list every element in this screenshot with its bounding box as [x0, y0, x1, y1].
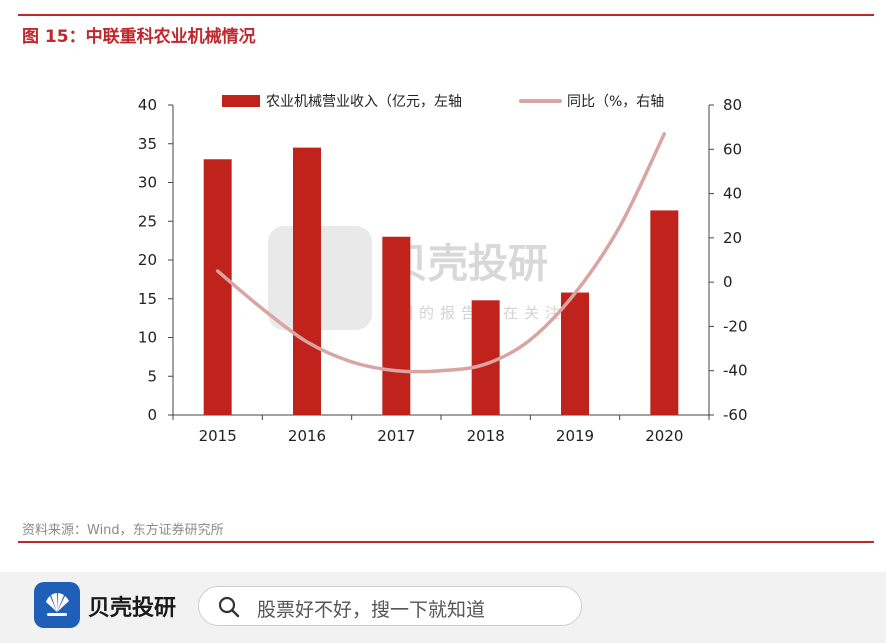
- line-series: [215, 132, 667, 374]
- search-input[interactable]: 股票好不好，搜一下就知道: [198, 586, 582, 626]
- legend-line-label: 同比（%，右轴: [567, 94, 664, 110]
- search-icon[interactable]: [217, 595, 241, 619]
- legend-bar-swatch: [222, 95, 260, 107]
- shell-logo-icon[interactable]: [34, 582, 80, 628]
- left-tick-label: 25: [138, 212, 157, 230]
- left-tick-label: 15: [138, 290, 157, 308]
- watermark-brand: 贝壳投研: [388, 241, 548, 287]
- right-tick-label: 0: [723, 273, 733, 291]
- left-tick-label: 0: [147, 406, 157, 424]
- bar-2020: [650, 210, 679, 415]
- x-tick-label: 2017: [377, 427, 415, 445]
- bar-2015: [203, 159, 232, 415]
- bar-2018: [471, 300, 500, 415]
- right-tick-label: -20: [723, 317, 748, 335]
- right-tick-label: -60: [723, 406, 748, 424]
- left-tick-label: 40: [138, 96, 157, 114]
- left-tick-label: 35: [138, 135, 157, 153]
- bar-series: [203, 147, 679, 415]
- source-note: 资料来源：Wind，东方证券研究所: [22, 523, 224, 538]
- x-tick-label: 2020: [645, 427, 683, 445]
- footer-brand[interactable]: 贝壳投研: [88, 596, 177, 621]
- bar-2016: [293, 147, 321, 415]
- right-tick-label: 80: [723, 96, 742, 114]
- left-tick-label: 20: [138, 251, 157, 269]
- x-tick-label: 2018: [467, 427, 505, 445]
- top-divider: [18, 14, 874, 16]
- x-tick-label: 2016: [288, 427, 326, 445]
- search-placeholder: 股票好不好，搜一下就知道: [257, 599, 486, 621]
- legend: 农业机械营业收入（亿元，左轴 同比（%，右轴: [222, 94, 664, 110]
- yoy-growth-line: [215, 132, 667, 374]
- figure-title: 图 15：中联重科农业机械情况: [22, 27, 256, 47]
- chart-axes: 0 5 10 15 20 25 30 35 40 -60 -40 -20 0 20 40 60 80 2015 20…: [138, 96, 748, 445]
- right-tick-label: -40: [723, 362, 748, 380]
- right-tick-label: 40: [723, 185, 742, 203]
- right-tick-label: 20: [723, 229, 742, 247]
- x-tick-label: 2019: [556, 427, 594, 445]
- left-tick-label: 5: [147, 367, 157, 385]
- footer-bar: 贝壳投研 股票好不好，搜一下就知道: [0, 572, 886, 643]
- legend-bar-label: 农业机械营业收入（亿元，左轴: [266, 94, 462, 110]
- bar-2017: [382, 236, 411, 415]
- right-tick-label: 60: [723, 140, 742, 158]
- left-tick-label: 30: [138, 174, 157, 192]
- left-tick-label: 10: [138, 329, 157, 347]
- bottom-divider: [18, 541, 874, 543]
- chart: 贝壳投研明的报告都在关注 0510152025303540-60-40-2002…: [138, 94, 748, 445]
- bar-2019: [561, 292, 589, 415]
- x-tick-label: 2015: [199, 427, 237, 445]
